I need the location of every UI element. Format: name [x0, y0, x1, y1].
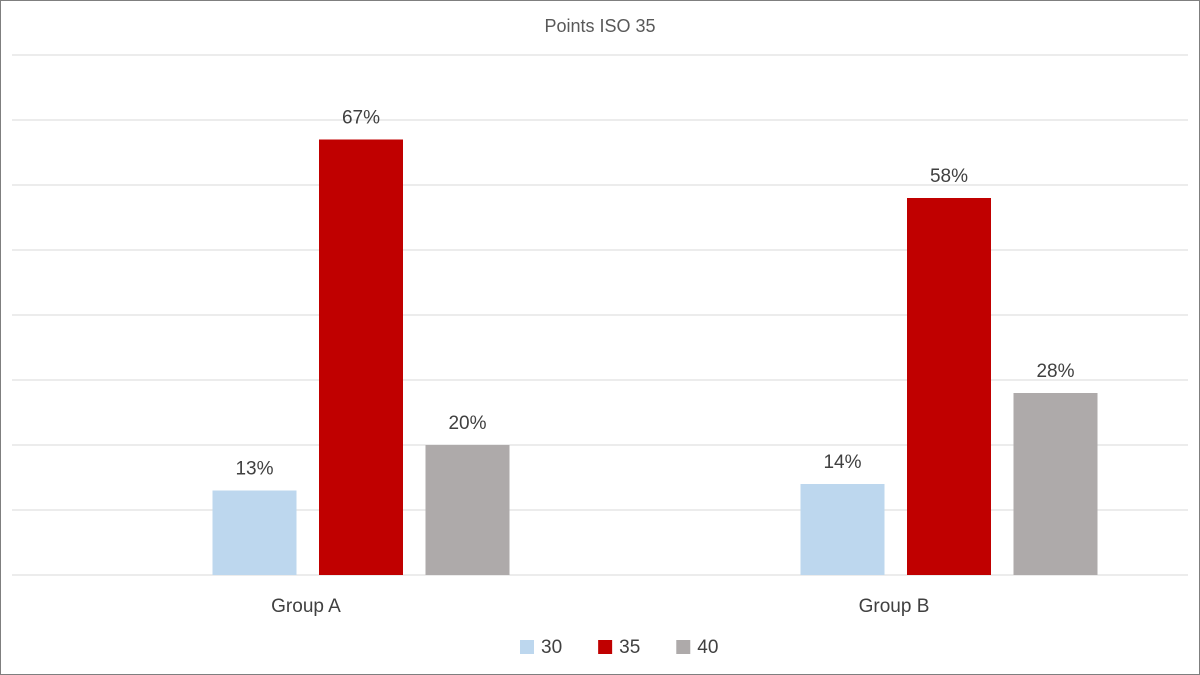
legend-label: 35	[619, 637, 640, 658]
bar	[425, 445, 510, 575]
bar	[800, 484, 885, 575]
legend-swatch	[676, 640, 691, 654]
legend-label: 30	[541, 637, 562, 658]
chart-title: Points ISO 35	[544, 16, 655, 36]
bar	[907, 198, 991, 575]
data-label: 58%	[930, 166, 968, 187]
x-tick-label: Group B	[859, 596, 930, 617]
bar	[1013, 393, 1098, 575]
data-label: 67%	[342, 108, 380, 129]
bar	[212, 490, 297, 575]
legend-swatch	[520, 640, 534, 654]
data-label: 13%	[235, 459, 273, 480]
data-label: 20%	[448, 413, 486, 434]
legend-swatch	[598, 640, 613, 654]
bar	[319, 139, 403, 575]
data-label: 14%	[823, 452, 861, 473]
legend-label: 40	[697, 637, 718, 658]
x-tick-label: Group A	[271, 596, 341, 617]
data-label: 28%	[1036, 361, 1074, 382]
